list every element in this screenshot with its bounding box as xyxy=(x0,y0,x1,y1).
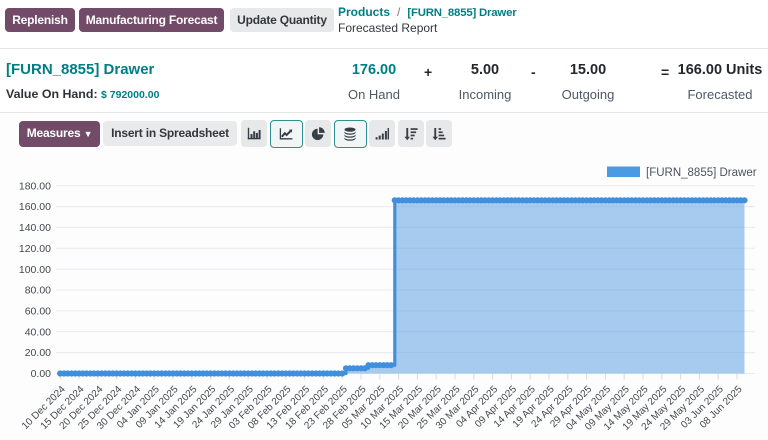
svg-text:160.00: 160.00 xyxy=(19,201,51,213)
svg-text:140.00: 140.00 xyxy=(19,222,51,234)
svg-text:100.00: 100.00 xyxy=(19,264,51,276)
svg-text:120.00: 120.00 xyxy=(19,243,51,255)
svg-text:80.00: 80.00 xyxy=(25,285,51,297)
svg-text:60.00: 60.00 xyxy=(25,306,51,318)
svg-text:0.00: 0.00 xyxy=(31,368,52,380)
svg-text:180.00: 180.00 xyxy=(19,180,51,192)
svg-text:[FURN_8855] Drawer: [FURN_8855] Drawer xyxy=(646,167,757,179)
svg-text:20.00: 20.00 xyxy=(25,347,51,359)
svg-text:40.00: 40.00 xyxy=(25,326,51,338)
